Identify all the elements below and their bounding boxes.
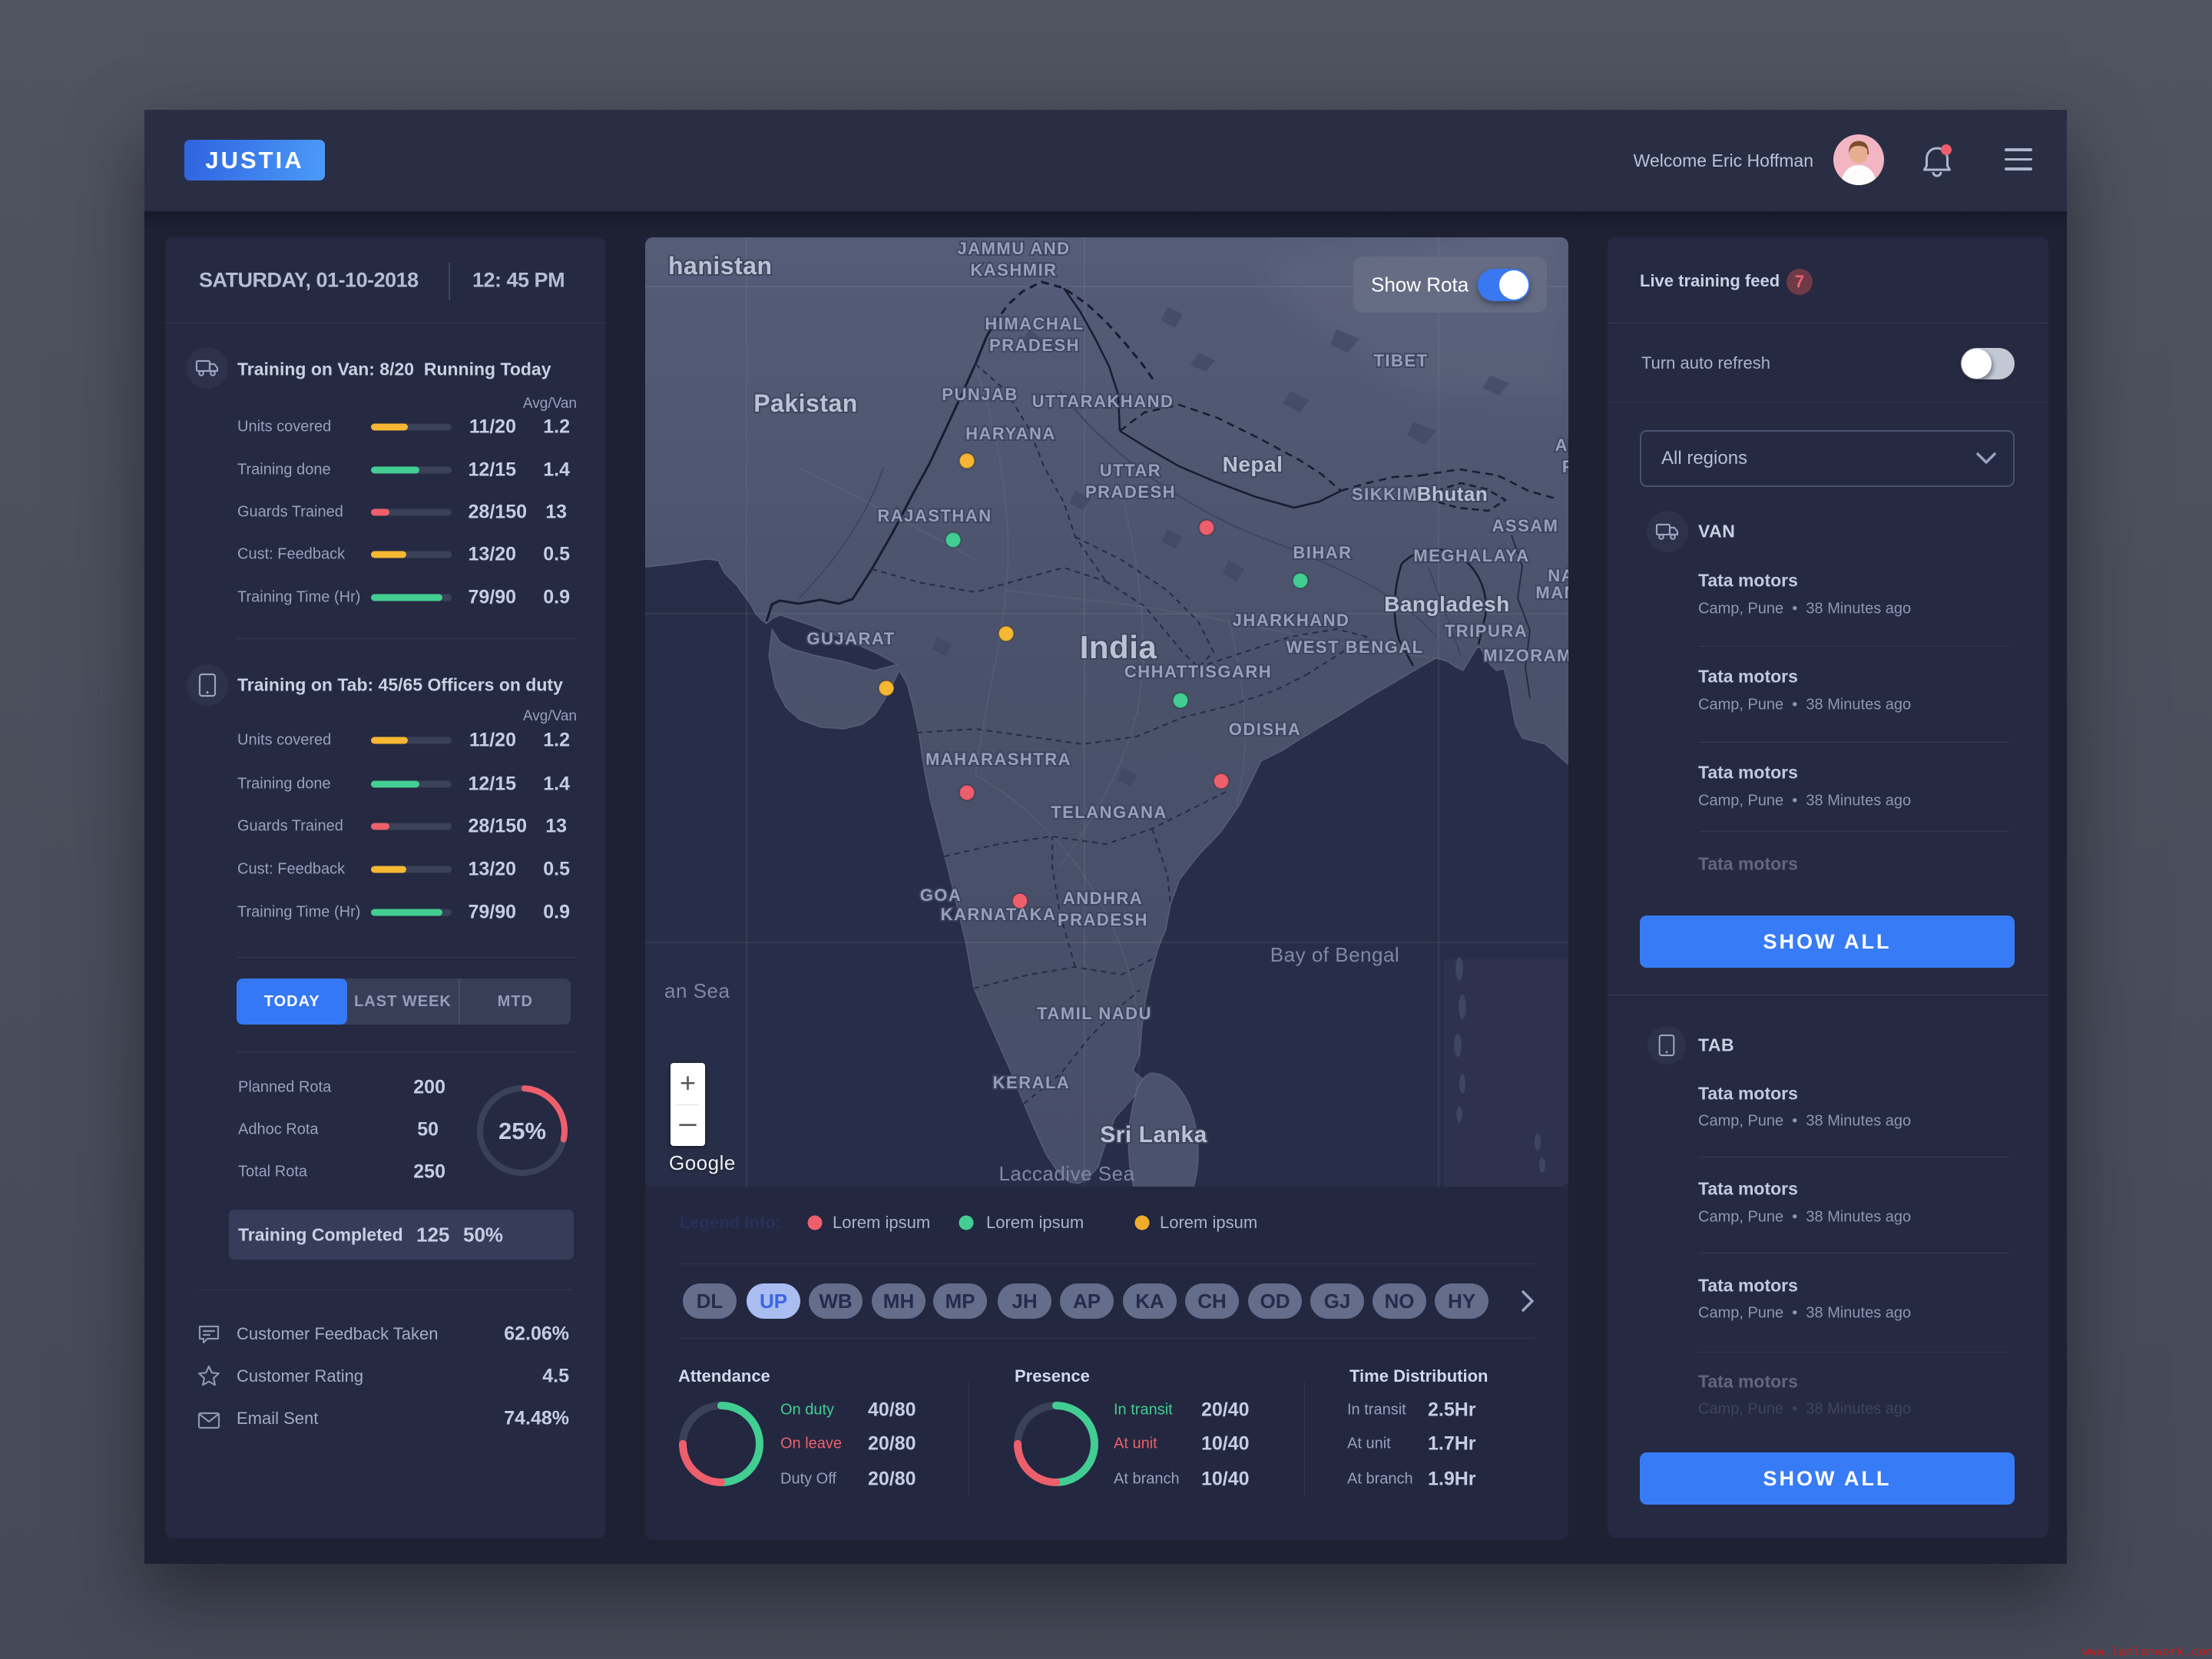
svg-text:TELANGANA: TELANGANA xyxy=(1051,803,1167,822)
svg-text:PRADESH: PRADESH xyxy=(989,336,1080,355)
svg-text:TAMIL NADU: TAMIL NADU xyxy=(1037,1004,1152,1023)
svg-text:GOA: GOA xyxy=(920,886,962,905)
svg-text:Nepal: Nepal xyxy=(1223,452,1283,476)
svg-text:KASHMIR: KASHMIR xyxy=(970,260,1057,280)
svg-text:an Sea: an Sea xyxy=(664,979,730,1002)
svg-text:MANIF: MANIF xyxy=(1535,583,1568,602)
svg-text:Sri Lanka: Sri Lanka xyxy=(1100,1122,1207,1147)
svg-text:hanistan: hanistan xyxy=(668,252,773,280)
svg-text:NAG: NAG xyxy=(1548,566,1568,585)
svg-text:Laccadive Sea: Laccadive Sea xyxy=(998,1162,1134,1185)
svg-text:HARYANA: HARYANA xyxy=(965,424,1056,443)
svg-text:TIBET: TIBET xyxy=(1373,351,1428,370)
svg-text:India: India xyxy=(1080,629,1157,665)
svg-text:25%: 25% xyxy=(498,1118,546,1144)
svg-text:WEST BENGAL: WEST BENGAL xyxy=(1286,637,1423,657)
svg-text:ANDHRA: ANDHRA xyxy=(1063,889,1143,908)
svg-text:UTTAR: UTTAR xyxy=(1100,461,1161,480)
svg-text:GUJARAT: GUJARAT xyxy=(806,629,895,648)
svg-text:KERALA: KERALA xyxy=(993,1073,1071,1092)
svg-text:Bangladesh: Bangladesh xyxy=(1384,592,1510,616)
svg-text:PRADESH: PRADESH xyxy=(1058,910,1148,929)
svg-text:PRADESH: PRADESH xyxy=(1085,482,1176,502)
svg-text:CHHATTISGARH: CHHATTISGARH xyxy=(1124,662,1272,681)
svg-text:MIZORAM: MIZORAM xyxy=(1483,646,1568,665)
svg-text:Bhutan: Bhutan xyxy=(1417,482,1488,505)
svg-text:KARNATAKA: KARNATAKA xyxy=(941,905,1057,924)
svg-text:JHARKHAND: JHARKHAND xyxy=(1233,611,1350,630)
svg-text:RAJASTHAN: RAJASTHAN xyxy=(877,506,992,525)
svg-text:MEGHALAYA: MEGHALAYA xyxy=(1413,546,1529,565)
svg-text:TRIPURA: TRIPURA xyxy=(1445,621,1528,641)
svg-text:ASSAM: ASSAM xyxy=(1492,516,1559,535)
svg-text:P: P xyxy=(1562,457,1568,476)
svg-text:Bay of Bengal: Bay of Bengal xyxy=(1270,943,1399,966)
svg-text:UTTARAKHAND: UTTARAKHAND xyxy=(1032,392,1174,411)
svg-text:Pakistan: Pakistan xyxy=(753,389,858,417)
svg-text:JAMMU AND: JAMMU AND xyxy=(957,239,1070,258)
svg-text:AR: AR xyxy=(1555,435,1568,455)
svg-text:BIHAR: BIHAR xyxy=(1293,543,1352,562)
svg-text:PUNJAB: PUNJAB xyxy=(942,385,1018,404)
svg-text:SIKKIM: SIKKIM xyxy=(1352,485,1418,504)
svg-text:ODISHA: ODISHA xyxy=(1229,720,1302,739)
svg-text:HIMACHAL: HIMACHAL xyxy=(985,314,1084,333)
svg-text:MAHARASHTRA: MAHARASHTRA xyxy=(926,750,1071,769)
